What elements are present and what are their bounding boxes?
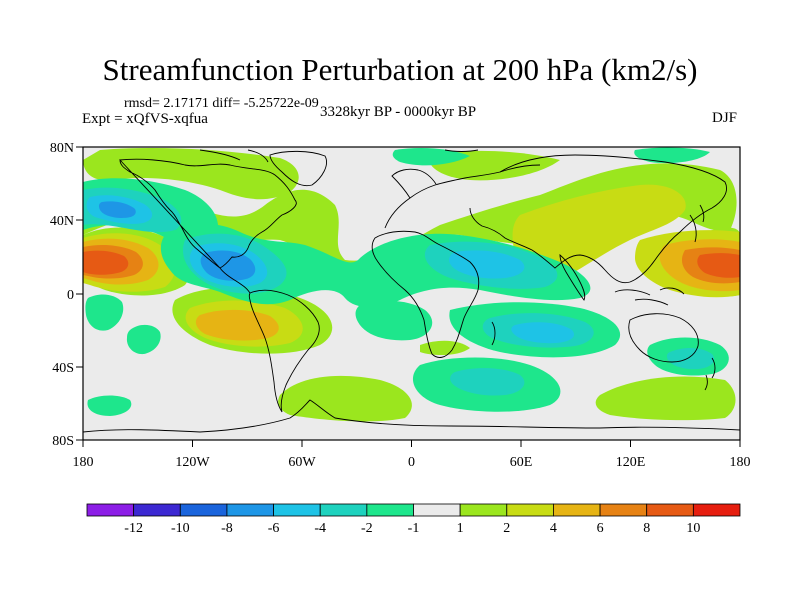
lat-label-40n: 40N bbox=[50, 214, 74, 229]
lat-label-80s: 80S bbox=[52, 434, 74, 449]
colorbar-box bbox=[133, 503, 181, 517]
colorbar-box bbox=[413, 503, 461, 517]
colorbar-box bbox=[459, 503, 508, 517]
contour-positive-band bbox=[195, 309, 279, 341]
lon-ticks bbox=[82, 440, 741, 447]
contour-negative-band bbox=[355, 300, 433, 341]
contour-negative-band bbox=[666, 348, 715, 370]
colorbar: -12 -10 -8 -6 -4 -2 -1 1 2 4 6 8 10 bbox=[86, 503, 741, 536]
contour-positive-band bbox=[595, 376, 736, 421]
colorbar-label: -12 bbox=[124, 521, 143, 536]
colorbar-box bbox=[692, 503, 741, 517]
colorbar-label: -1 bbox=[408, 521, 420, 536]
contour-positive-band bbox=[512, 184, 686, 281]
colorbar-label: -8 bbox=[221, 521, 233, 536]
colorbar-label: 10 bbox=[686, 521, 700, 536]
lon-label-120e: 120E bbox=[616, 455, 646, 470]
colorbar-box bbox=[319, 503, 368, 517]
contour-positive-band bbox=[420, 340, 470, 356]
coastline-japan bbox=[689, 204, 705, 243]
colorbar-label: -10 bbox=[171, 521, 190, 536]
contour-positive-band bbox=[697, 253, 740, 278]
season-label: DJF bbox=[712, 110, 738, 126]
colorbar-box bbox=[366, 503, 414, 517]
coastline-asia bbox=[469, 154, 727, 284]
contour-negative-band bbox=[392, 148, 470, 166]
coastline-africa bbox=[371, 230, 480, 358]
lon-label-60w: 60W bbox=[288, 455, 316, 470]
lat-label-40s: 40S bbox=[52, 361, 74, 376]
contour-fields bbox=[83, 147, 740, 422]
contour-positive-band bbox=[83, 147, 299, 200]
colorbar-box bbox=[226, 503, 274, 517]
coastline-madagascar bbox=[491, 321, 496, 346]
contour-negative-band bbox=[87, 395, 132, 416]
contour-positive-band bbox=[278, 375, 412, 422]
rmsd-stats: rmsd= 2.17171 diff= -5.25722e-09 bbox=[124, 96, 319, 111]
colorbar-label: 2 bbox=[503, 521, 510, 536]
contour-negative-band bbox=[200, 250, 256, 281]
colorbar-box bbox=[273, 503, 321, 517]
coastline-antarctica bbox=[83, 399, 740, 433]
lat-label-0: 0 bbox=[67, 288, 74, 303]
coastlines bbox=[83, 149, 740, 433]
lon-label-180e: 180 bbox=[730, 455, 751, 470]
colorbar-box bbox=[86, 503, 135, 517]
colorbar-box bbox=[553, 503, 601, 517]
coastline-arctic-islands bbox=[199, 149, 479, 163]
contour-negative-band bbox=[85, 294, 124, 331]
contour-negative-band bbox=[126, 324, 161, 355]
contour-negative-band bbox=[449, 250, 525, 279]
colorbar-box bbox=[179, 503, 228, 517]
lon-label-120w: 120W bbox=[175, 455, 210, 470]
coastline-greenland bbox=[269, 150, 327, 187]
coastline-india bbox=[559, 254, 586, 301]
colorbar-label: -2 bbox=[361, 521, 373, 536]
period-label: 3328kyr BP - 0000kyr BP bbox=[320, 104, 477, 120]
coastline-south-america bbox=[248, 289, 320, 413]
map-title: Streamfunction Perturbation at 200 hPa (… bbox=[102, 52, 698, 87]
colorbar-box bbox=[646, 503, 694, 517]
colorbar-label: 1 bbox=[457, 521, 464, 536]
coastline-europe bbox=[384, 164, 541, 229]
lon-label-0: 0 bbox=[408, 455, 415, 470]
coastline-new-zealand bbox=[704, 357, 716, 391]
lon-label-60e: 60E bbox=[510, 455, 533, 470]
colorbar-label: 4 bbox=[550, 521, 557, 536]
contour-negative-band bbox=[98, 201, 136, 218]
coastline-north-america bbox=[119, 158, 297, 294]
coastline-indonesia bbox=[614, 287, 685, 306]
experiment-label: Expt = xQfVS-xqfua bbox=[82, 111, 208, 127]
contour-positive-band bbox=[83, 163, 737, 281]
contour-positive-band bbox=[83, 250, 129, 275]
contour-negative-band bbox=[450, 368, 525, 396]
contour-negative-band bbox=[511, 322, 575, 344]
colorbar-box bbox=[599, 503, 648, 517]
lat-ticks bbox=[76, 146, 83, 441]
lon-label-180w: 180 bbox=[73, 455, 94, 470]
coastline-australia bbox=[628, 313, 699, 363]
contour-negative-band bbox=[634, 147, 710, 164]
colorbar-label: 6 bbox=[597, 521, 604, 536]
colorbar-label: -6 bbox=[268, 521, 280, 536]
colorbar-box bbox=[506, 503, 554, 517]
colorbar-label: 8 bbox=[643, 521, 650, 536]
colorbar-label: -4 bbox=[314, 521, 326, 536]
lat-label-80n: 80N bbox=[50, 141, 74, 156]
